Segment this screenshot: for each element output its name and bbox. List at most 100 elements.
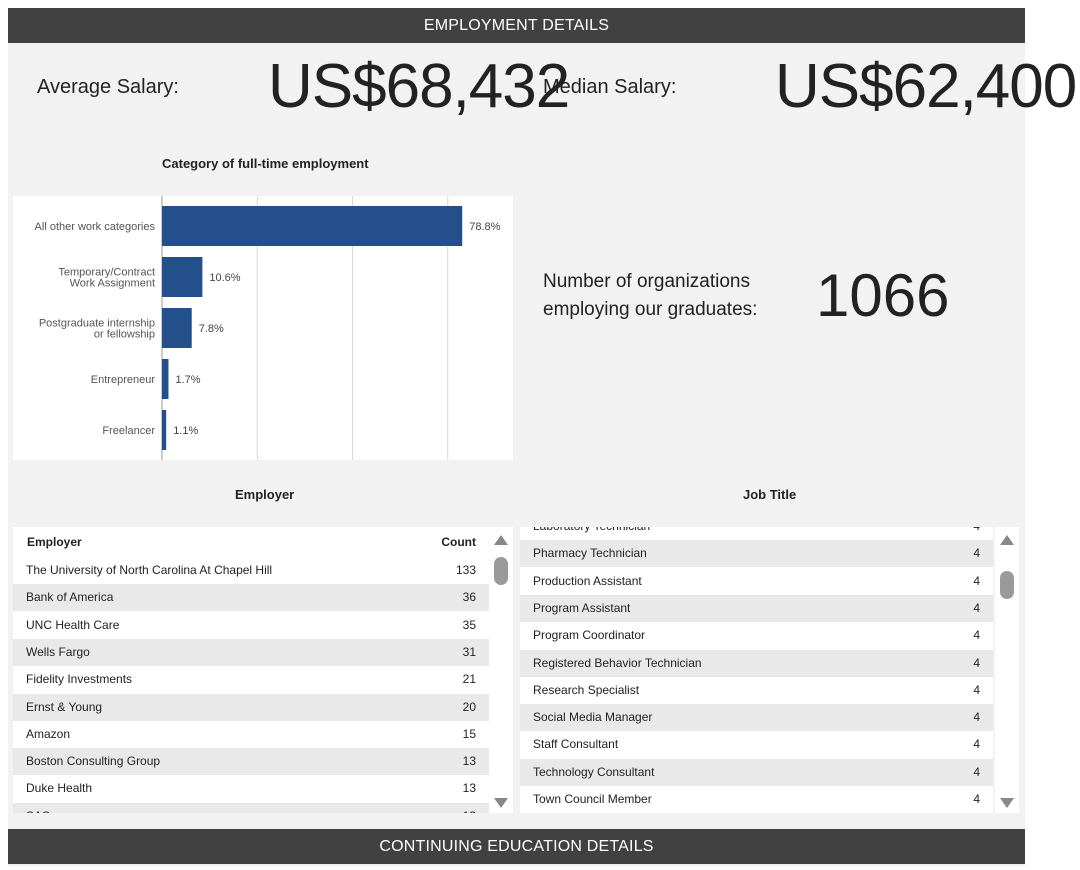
category-label: Postgraduate internship — [39, 318, 155, 330]
organizations-label: Number of organizations employing our gr… — [543, 268, 757, 324]
table-row[interactable]: Bank of America 36 — [13, 584, 489, 612]
bar[interactable] — [162, 410, 167, 450]
category-label: or fellowship — [94, 329, 155, 341]
table-cell-count: 36 — [462, 590, 476, 605]
table-cell-name: Wells Fargo — [26, 644, 90, 659]
table-row[interactable]: Program Assistant 4 — [520, 594, 993, 622]
continuing-education-header: CONTINUING EDUCATION DETAILS — [8, 829, 1025, 864]
table-cell-name: Registered Behavior Technician — [533, 655, 702, 670]
table-row[interactable]: Duke Health 13 — [13, 775, 489, 802]
table-cell-name: Duke Health — [26, 781, 93, 796]
table-cell-name: Technology Consultant — [533, 764, 655, 779]
table-cell-count: 15 — [462, 726, 476, 741]
scroll-down-icon[interactable] — [494, 798, 508, 808]
average-salary-label: Average Salary: — [37, 76, 179, 98]
table-row[interactable]: Amazon 15 — [13, 721, 489, 748]
table-cell-name: Fidelity Investments — [26, 672, 133, 687]
median-salary-value: US$62,400 — [775, 52, 1077, 121]
table-cell-count: 21 — [462, 672, 476, 687]
table-cell-name: Amazon — [26, 726, 71, 741]
table-row[interactable]: Laboratory Technician 4 — [520, 527, 993, 540]
table-cell-count: 4 — [973, 655, 980, 670]
table-row[interactable]: Production Assistant 4 — [520, 568, 993, 595]
job-title-section-title: Job Title — [743, 487, 797, 502]
table-cell-name: Pharmacy Technician — [533, 546, 647, 561]
job-title-scrollbar[interactable] — [995, 527, 1019, 813]
table-row[interactable]: Social Media Manager 4 — [520, 704, 993, 732]
table-row[interactable]: Ernst & Young 20 — [13, 693, 489, 721]
bar-value-label: 1.7% — [175, 374, 200, 386]
employer-table[interactable]: Employer Count The University of North C… — [13, 527, 489, 813]
employment-category-chart-svg: 78.8% All other work categories 10.6% Tempo… — [35, 196, 544, 460]
table-cell-name: Program Assistant — [533, 600, 631, 615]
table-cell-name: Program Coordinator — [533, 628, 646, 643]
table-row[interactable]: The University of North Carolina At Chap… — [13, 557, 489, 584]
employer-column-header[interactable]: Employer — [27, 535, 82, 549]
table-row[interactable]: UNC Health Care 35 — [13, 612, 489, 639]
bar-value-label: 10.6% — [209, 272, 240, 284]
table-cell-count: 13 — [463, 803, 476, 813]
table-cell-name: SAS — [26, 803, 50, 813]
table-row[interactable]: SAS 13 — [13, 802, 489, 813]
table-row[interactable]: Technology Consultant 4 — [520, 758, 993, 786]
employment-category-chart: 78.8% All other work categories 10.6% Tempo… — [13, 196, 544, 460]
scroll-up-icon[interactable] — [1000, 535, 1014, 545]
table-row[interactable]: Program Coordinator 4 — [520, 622, 993, 649]
table-cell-count: 133 — [455, 563, 476, 577]
table-cell-count: 13 — [462, 781, 476, 796]
job-title-table[interactable]: Laboratory Technician4Pharmacy Technicia… — [520, 527, 993, 813]
table-row[interactable]: Town Council Member 4 — [520, 786, 993, 813]
employer-table-header: Employer Count — [13, 527, 489, 557]
table-cell-count: 4 — [973, 600, 980, 615]
bar[interactable] — [162, 206, 463, 246]
table-cell-count: 4 — [973, 710, 980, 725]
organizations-label-line1: Number of organizations — [543, 271, 750, 292]
category-label: Work Assignment — [70, 278, 155, 290]
table-row[interactable]: Research Specialist 4 — [520, 677, 993, 704]
table-cell-count: 4 — [973, 546, 980, 561]
bar[interactable] — [162, 308, 192, 348]
table-row[interactable]: Wells Fargo 31 — [13, 638, 489, 666]
table-cell-name: The University of North Carolina At Chap… — [26, 563, 273, 577]
table-cell-count: 31 — [462, 644, 476, 659]
bar[interactable] — [162, 359, 169, 399]
table-row[interactable]: Staff Consultant 4 — [520, 731, 993, 758]
table-cell-name: Production Assistant — [533, 573, 642, 588]
employment-details-header: EMPLOYMENT DETAILS — [8, 8, 1025, 43]
table-row[interactable]: Pharmacy Technician 4 — [520, 540, 993, 568]
table-cell-name: Ernst & Young — [26, 699, 103, 714]
table-cell-name: Boston Consulting Group — [26, 754, 161, 769]
category-label: Temporary/Contract — [58, 267, 155, 279]
table-cell-name: Staff Consultant — [533, 737, 619, 752]
bar-value-label: 78.8% — [469, 221, 500, 233]
count-column-header[interactable]: Count — [441, 535, 476, 549]
organizations-count: 1066 — [816, 262, 950, 329]
category-label: Freelancer — [102, 425, 155, 437]
table-cell-count: 13 — [462, 754, 476, 769]
bar[interactable] — [162, 257, 203, 297]
table-cell-name: Social Media Manager — [533, 710, 653, 725]
table-row[interactable]: Registered Behavior Technician 4 — [520, 649, 993, 677]
bar-value-label: 7.8% — [199, 323, 224, 335]
table-cell-count: 4 — [973, 792, 980, 806]
scroll-down-icon[interactable] — [1000, 798, 1014, 808]
table-row[interactable]: Boston Consulting Group 13 — [13, 748, 489, 776]
table-cell-count: 4 — [973, 737, 980, 752]
category-label: Entrepreneur — [91, 374, 156, 386]
table-cell-count: 20 — [462, 699, 476, 714]
table-cell-name: Research Specialist — [533, 682, 640, 697]
bar-value-label: 1.1% — [173, 425, 198, 437]
table-cell-count: 4 — [973, 527, 980, 540]
table-cell-name: UNC Health Care — [26, 617, 120, 632]
employer-section-title: Employer — [235, 487, 295, 502]
table-cell-count: 4 — [973, 682, 980, 697]
scroll-thumb[interactable] — [1000, 571, 1014, 599]
chart-title: Category of full-time employment — [162, 156, 369, 171]
table-row[interactable]: Fidelity Investments 21 — [13, 666, 489, 693]
organizations-label-line2: employing our graduates: — [543, 299, 758, 320]
table-cell-count: 4 — [973, 573, 980, 588]
table-cell-count: 4 — [973, 764, 980, 779]
scroll-up-icon[interactable] — [494, 535, 508, 545]
employer-scrollbar[interactable] — [489, 527, 513, 813]
scroll-thumb[interactable] — [494, 557, 508, 585]
